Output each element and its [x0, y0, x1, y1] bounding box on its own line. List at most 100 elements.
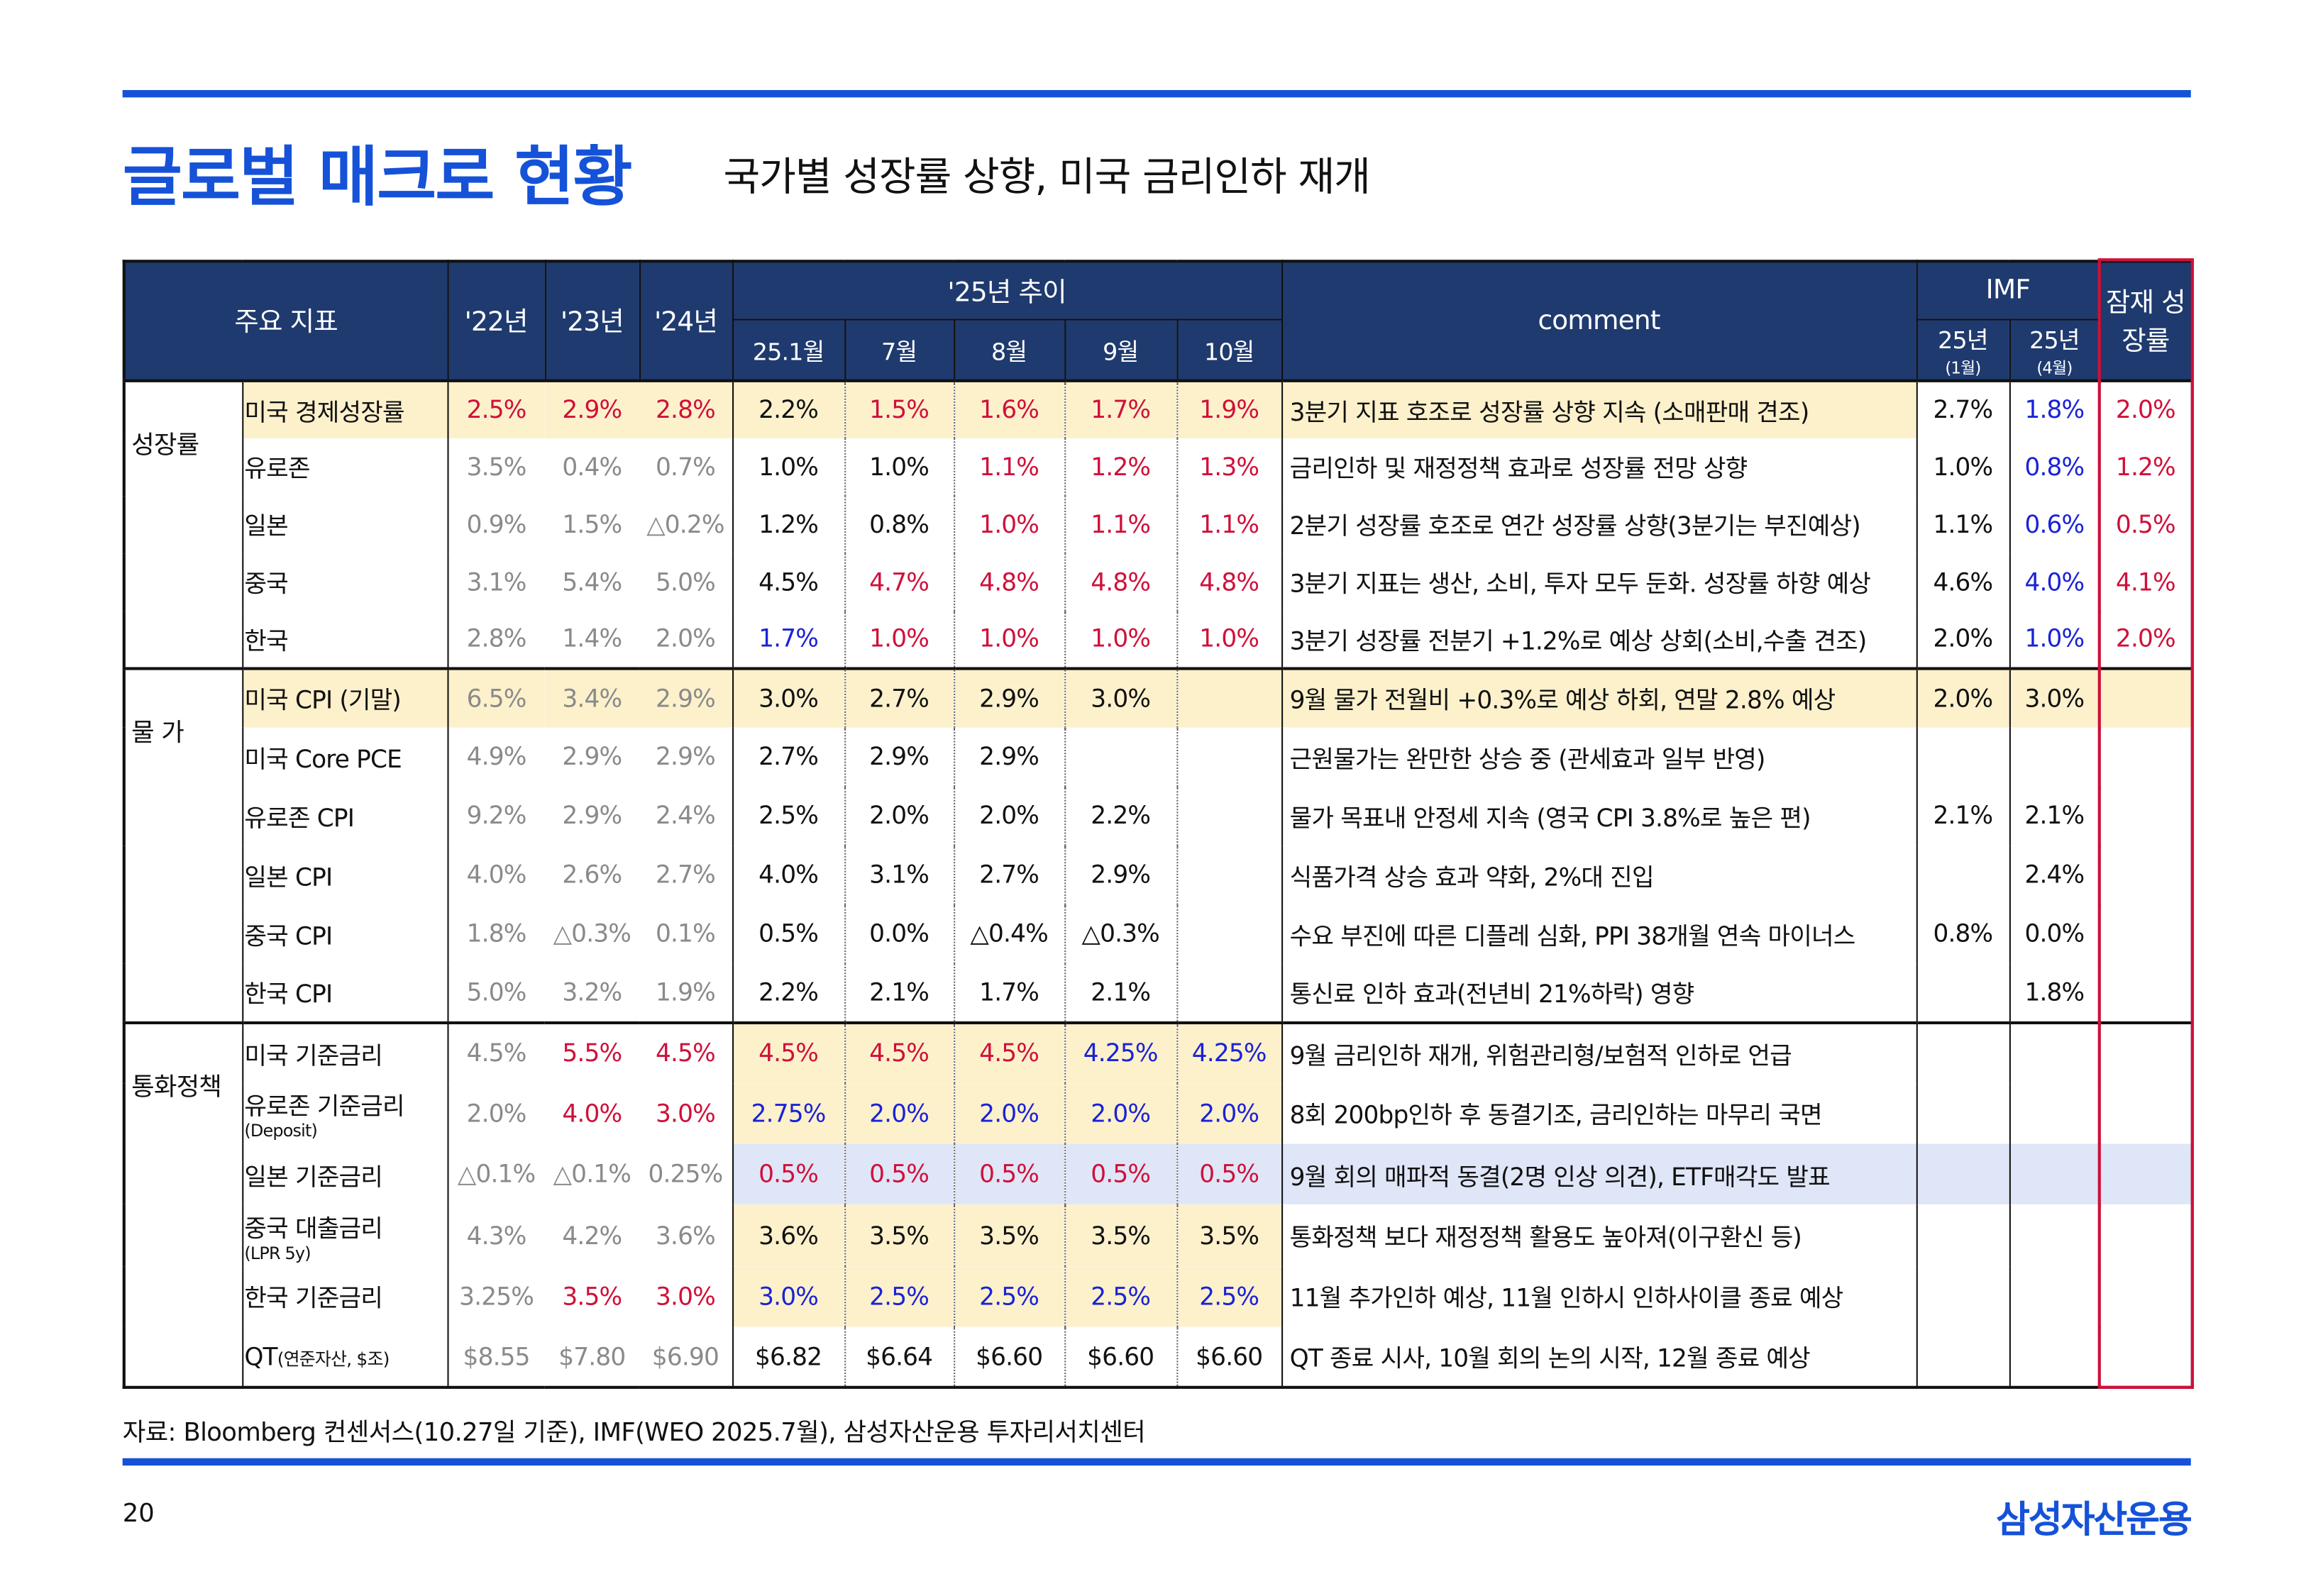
value-cell: 2.0% — [446, 1082, 545, 1144]
value: 2.0% — [979, 1099, 1039, 1128]
value: 3.0% — [655, 1099, 716, 1128]
value: 2.9% — [562, 742, 622, 771]
comment: QT 종료 시사, 10월 회의 논의 시작, 12월 종료 예상 — [1289, 1344, 1811, 1373]
value: 2.9% — [979, 742, 1039, 771]
value: 0.8% — [1933, 919, 1993, 948]
logo: 삼성자산운용 — [1996, 1497, 2192, 1541]
value-cell — [1916, 1020, 2009, 1083]
comment-cell: 2분기 성장률 호조로 연간 성장률 상향(3분기는 부진예상) — [1281, 495, 1917, 553]
value-cell — [1916, 727, 2009, 786]
value-cell: 3.4% — [544, 666, 639, 727]
value: 2.9% — [655, 742, 716, 771]
value-cell: 4.7% — [844, 553, 954, 611]
value-cell — [2098, 845, 2192, 904]
value-cell — [2098, 1020, 2192, 1083]
value: 1.0% — [1933, 452, 1993, 481]
header-cell: 7월 — [844, 318, 955, 381]
value: 2.9% — [655, 684, 716, 712]
comment: 금리인하 및 재정정책 효과로 성장률 전망 상향 — [1289, 454, 1748, 483]
value-cell: 5.5% — [544, 1020, 639, 1083]
value-cell — [2008, 1143, 2100, 1205]
table-row: 한국 2.8% 1.4% 2.0% 1.7% 1.0% 1.0% 1.0% 1.0% 3분기 성장… — [124, 610, 2192, 668]
value: 2.0% — [1933, 684, 1993, 712]
indicator: 중국 — [244, 570, 288, 598]
value: 4.5% — [655, 1039, 716, 1068]
value-cell: 2.0% — [953, 785, 1065, 846]
indicator-cell: 미국 기준금리 — [242, 1020, 448, 1083]
indicator: 미국 기준금리 — [244, 1041, 382, 1070]
indicator: 일본 CPI — [244, 863, 333, 891]
value: 5.0% — [466, 977, 527, 1006]
indicator: 미국 경제성장률 — [244, 397, 404, 426]
value-cell: 0.5% — [1176, 1143, 1282, 1205]
value-cell: 1.7% — [731, 610, 845, 668]
value: 1.0% — [869, 624, 929, 653]
value-cell: 2.75% — [731, 1082, 845, 1144]
value: 0.6% — [2024, 509, 2085, 538]
value: 1.2% — [758, 509, 819, 538]
value: 2.9% — [562, 801, 622, 830]
value: 3.0% — [758, 1282, 819, 1311]
value-cell: 0.8% — [1916, 904, 2009, 963]
comment-cell: 8회 200bp인하 후 동결기조, 금리인하는 마무리 국면 — [1281, 1082, 1917, 1144]
value-cell — [1176, 904, 1282, 963]
value-cell: 2.9% — [953, 666, 1065, 727]
value: 1.2% — [2115, 452, 2176, 481]
value-cell: 4.5% — [639, 1020, 733, 1083]
value: 2.7% — [1933, 395, 1993, 424]
value: 3.0% — [655, 1282, 716, 1311]
value-cell: △0.2% — [639, 495, 732, 553]
value: 2.0% — [869, 1099, 929, 1128]
value: 2.5% — [1091, 1282, 1151, 1311]
table-row: 일본 0.9% 1.5% △0.2% 1.2% 0.8% 1.0% 1.1% 1.1% 2분기 성… — [124, 495, 2192, 553]
value: 4.8% — [979, 567, 1039, 596]
value-cell: 4.5% — [953, 1020, 1065, 1083]
value: $7.80 — [558, 1342, 626, 1371]
indicator-cell: 한국 기준금리 — [242, 1265, 448, 1327]
value: 2.7% — [758, 742, 819, 771]
value-cell: 4.0% — [731, 845, 845, 904]
value: 4.2% — [562, 1221, 622, 1250]
value-cell: 2.9% — [639, 666, 733, 727]
table-row: 한국 기준금리 3.25% 3.5% 3.0% 3.0% 2.5% 2.5% 2.5% 2.5%… — [124, 1265, 2192, 1327]
value: 1.9% — [655, 977, 716, 1006]
value-cell — [1916, 845, 2009, 904]
value: 2.1% — [2024, 801, 2085, 830]
value-cell — [2098, 1204, 2192, 1266]
comment-cell: 11월 추가인하 예상, 11월 인하시 인하사이클 종료 예상 — [1281, 1265, 1917, 1327]
value: 4.25% — [1083, 1039, 1159, 1068]
value-cell: 5.0% — [639, 553, 732, 610]
comment: 8회 200bp인하 후 동결기조, 금리인하는 마무리 국면 — [1289, 1102, 1823, 1130]
value: 1.0% — [2024, 624, 2085, 653]
comment: 근원물가는 완만한 상승 중 (관세효과 일부 반영) — [1289, 744, 1766, 773]
indicator-note: (Deposit) — [244, 1121, 318, 1142]
source: 자료: Bloomberg 컨센서스(10.27일 기준), IMF(WEO 2… — [122, 1418, 1146, 1448]
value: 4.0% — [466, 860, 527, 889]
table-row: 통화정책 미국 기준금리 4.5% 5.5% 4.5% 4.5% 4.5% 4.5% 4.25%… — [123, 1020, 2192, 1388]
table-row: 미국 Core PCE 4.9% 2.9% 2.9% 2.7% 2.9% 2.9% 근원물가는… — [124, 726, 2192, 786]
value-cell: 4.8% — [953, 553, 1065, 611]
value: 3.6% — [758, 1221, 819, 1250]
value: 4.6% — [1933, 567, 1993, 596]
value: 2.1% — [1091, 977, 1151, 1006]
value: 0.8% — [2024, 452, 2085, 481]
value: 2.7% — [655, 860, 716, 889]
comment-cell: 3분기 지표는 생산, 소비, 투자 모두 둔화. 성장률 하향 예상 — [1281, 553, 1917, 611]
indicator-cell: 한국 CPI — [242, 963, 448, 1022]
value-cell: 2.9% — [1064, 845, 1177, 904]
value-cell: 1.9% — [1176, 378, 1282, 438]
value-cell: $6.60 — [1064, 1326, 1177, 1388]
value-cell: 3.25% — [446, 1265, 545, 1327]
value: $6.60 — [1087, 1342, 1154, 1371]
value: 1.7% — [979, 977, 1039, 1006]
value: 1.8% — [466, 919, 527, 948]
comment-cell: 9월 금리인하 재개, 위험관리형/보험적 인하로 언급 — [1281, 1020, 1917, 1083]
value-cell: 1.1% — [1176, 495, 1282, 553]
value: 0.0% — [2024, 919, 2085, 948]
value: 2.4% — [2024, 860, 2085, 889]
value: 1.0% — [1091, 624, 1151, 653]
value-cell: 1.2% — [731, 495, 845, 553]
value-cell: 0.5% — [2098, 495, 2192, 553]
indicator-cell: 중국 — [242, 553, 448, 611]
